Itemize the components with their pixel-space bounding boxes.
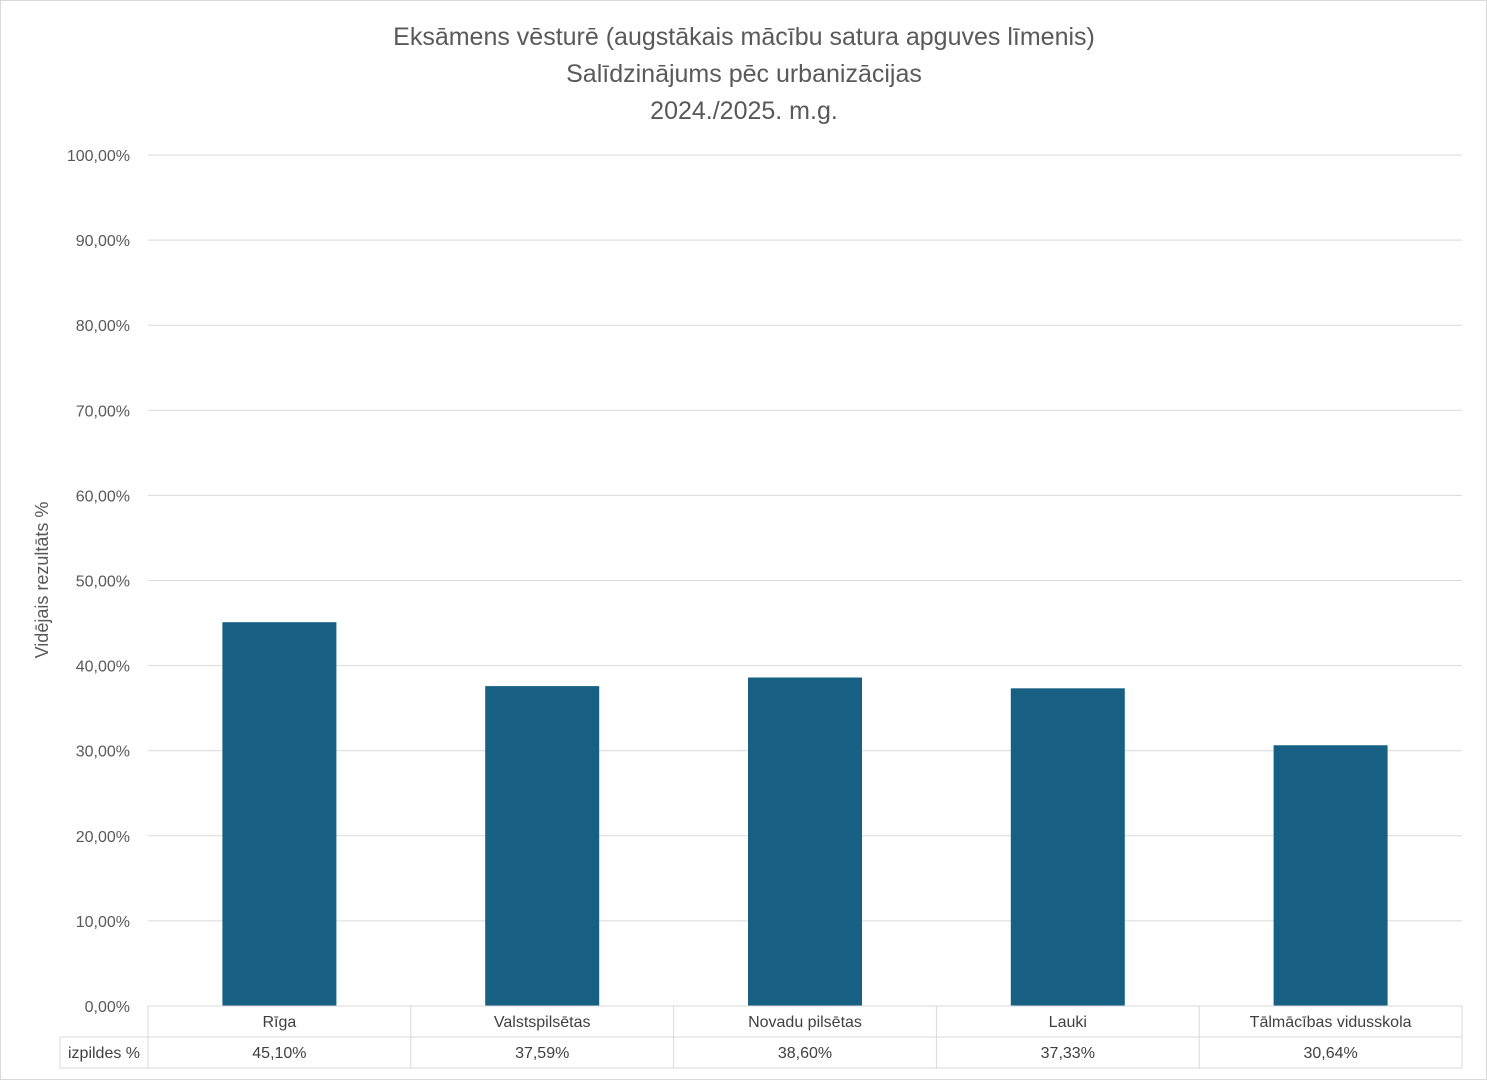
series-name: izpildes % [68,1045,140,1062]
y-tick-label: 40,00% [76,659,130,676]
bar-tālmācības-vidusskola [1273,745,1388,1006]
y-tick-label: 50,00% [76,574,130,591]
x-category-label: Valstspilsētas [494,1014,591,1031]
data-label: 37,59% [515,1045,569,1062]
chart-title-line: Salīdzinājums pēc urbanizācijas [566,60,922,88]
x-category-label: Novadu pilsētas [748,1014,862,1031]
bar-rīga [222,622,337,1006]
bar-valstspilsētas [485,686,600,1006]
y-tick-label: 0,00% [85,999,130,1016]
y-axis-label: Vidējais rezultāts % [32,502,52,659]
chart-title-line: 2024./2025. m.g. [650,97,838,125]
data-label: 30,64% [1303,1045,1357,1062]
x-category-label: Tālmācības vidusskola [1250,1014,1412,1031]
y-tick-label: 30,00% [76,744,130,761]
y-tick-label: 10,00% [76,914,130,931]
data-label: 37,33% [1041,1045,1095,1062]
chart-title-line: Eksāmens vēsturē (augstākais mācību satu… [393,23,1095,51]
y-tick-label: 70,00% [76,403,130,420]
x-category-label: Lauki [1049,1014,1087,1031]
x-category-label: Rīga [263,1014,297,1031]
bar-lauki [1010,688,1125,1006]
y-tick-label: 80,00% [76,318,130,335]
bar-novadu-pilsētas [748,677,862,1006]
data-label: 38,60% [778,1045,832,1062]
y-tick-label: 20,00% [76,829,130,846]
y-tick-label: 90,00% [76,233,130,250]
data-label: 45,10% [252,1045,306,1062]
y-tick-label: 60,00% [76,488,130,505]
y-tick-label: 100,00% [67,148,130,165]
